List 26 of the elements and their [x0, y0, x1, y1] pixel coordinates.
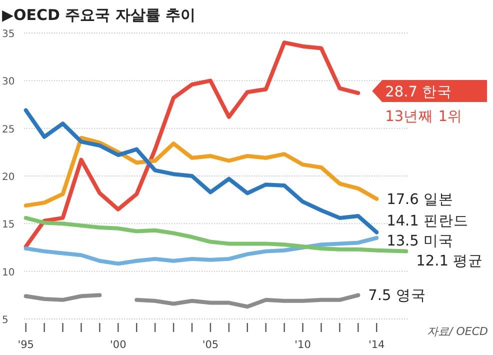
x-tick-label: '95 — [18, 339, 34, 351]
y-tick-label: 35 — [2, 29, 15, 40]
annotation: 17.6 일본 — [386, 192, 454, 208]
y-tick-label: 25 — [2, 124, 15, 136]
annotation: 14.1 핀란드 — [386, 214, 469, 230]
annotation: 13년째 1위 — [385, 109, 462, 126]
y-tick-label: 30 — [2, 76, 15, 88]
x-tick-label: '00 — [110, 339, 126, 351]
callout-label: 28.7 한국 — [372, 80, 487, 102]
x-tick-label: '14 — [368, 339, 386, 351]
line-series — [24, 40, 360, 249]
annotation: 12.1 평균 — [416, 254, 484, 270]
line-series — [24, 108, 379, 234]
text: 자료/ OECD — [427, 325, 488, 338]
y-tick-label: 20 — [2, 172, 15, 183]
y-tick-label: 5 — [2, 315, 8, 326]
annotation: 28.7 한국 — [385, 84, 452, 101]
x-tick-label: '10 — [294, 339, 311, 351]
annotation: 13.5 미국 — [386, 234, 454, 250]
chart-title: ▶OECD 주요국 자살률 추이 — [2, 6, 196, 24]
x-tick-label: '05 — [202, 339, 219, 351]
line-series — [24, 236, 379, 266]
annotation: 7.5 영국 — [368, 288, 426, 304]
y-tick-label: 15 — [2, 220, 15, 231]
y-tick-label: 10 — [2, 267, 15, 278]
line-series — [24, 136, 379, 208]
